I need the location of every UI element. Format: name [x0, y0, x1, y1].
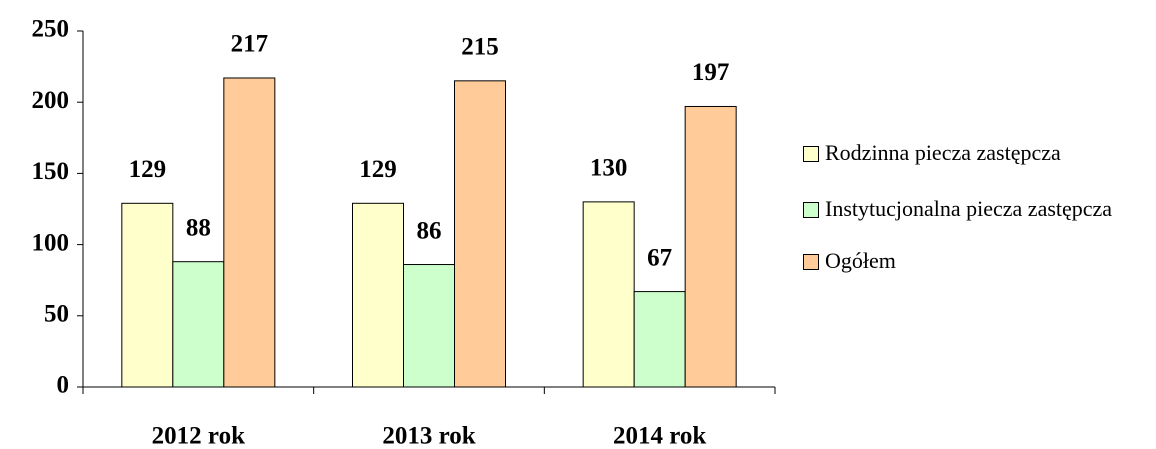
value-label: 88 — [186, 214, 211, 241]
legend-swatch — [803, 202, 819, 218]
x-tick-label: 2012 rok — [152, 423, 245, 449]
bar — [633, 291, 686, 388]
value-label: 197 — [692, 59, 730, 86]
legend-label: Rodzinna piecza zastępcza — [825, 140, 1061, 165]
x-tick-label: 2014 rok — [613, 423, 706, 449]
value-label: 86 — [417, 217, 442, 244]
bar — [454, 80, 506, 388]
chart: 0 50 100 150 200 250 2012 rok 129 88 217 2013 rok 1… — [32, 16, 776, 449]
y-tick-label: 100 — [32, 229, 70, 256]
bar — [684, 105, 737, 388]
y-tick-label: 150 — [32, 158, 70, 185]
y-tick-label: 200 — [32, 87, 70, 114]
y-tick-label: 250 — [32, 16, 70, 43]
legend-item: Ogółem — [803, 243, 1148, 279]
value-label: 215 — [461, 34, 499, 61]
y-tick-label: 0 — [57, 372, 70, 399]
bar — [223, 77, 276, 388]
legend-item: Instytucjonalna piecza zastępcza — [803, 191, 1148, 227]
bar — [172, 261, 225, 388]
value-label: 129 — [129, 156, 167, 183]
legend-label: Ogółem — [825, 248, 896, 273]
value-label: 129 — [359, 156, 397, 183]
x-tick-label: 2013 rok — [382, 423, 475, 449]
bar — [121, 202, 174, 388]
legend-item: Rodzinna piecza zastępcza — [803, 135, 1148, 171]
value-label: 217 — [231, 31, 269, 58]
bar — [582, 201, 635, 388]
legend: Rodzinna piecza zastępcza Instytucjonalna… — [803, 119, 1148, 279]
value-label: 130 — [590, 155, 628, 182]
legend-swatch — [803, 254, 819, 270]
legend-label: Instytucjonalna piecza zastępcza — [825, 196, 1113, 221]
legend-swatch — [803, 146, 819, 162]
y-tick-label: 50 — [44, 301, 69, 328]
bar — [403, 264, 455, 388]
bar — [352, 202, 404, 388]
value-label: 67 — [647, 244, 672, 271]
